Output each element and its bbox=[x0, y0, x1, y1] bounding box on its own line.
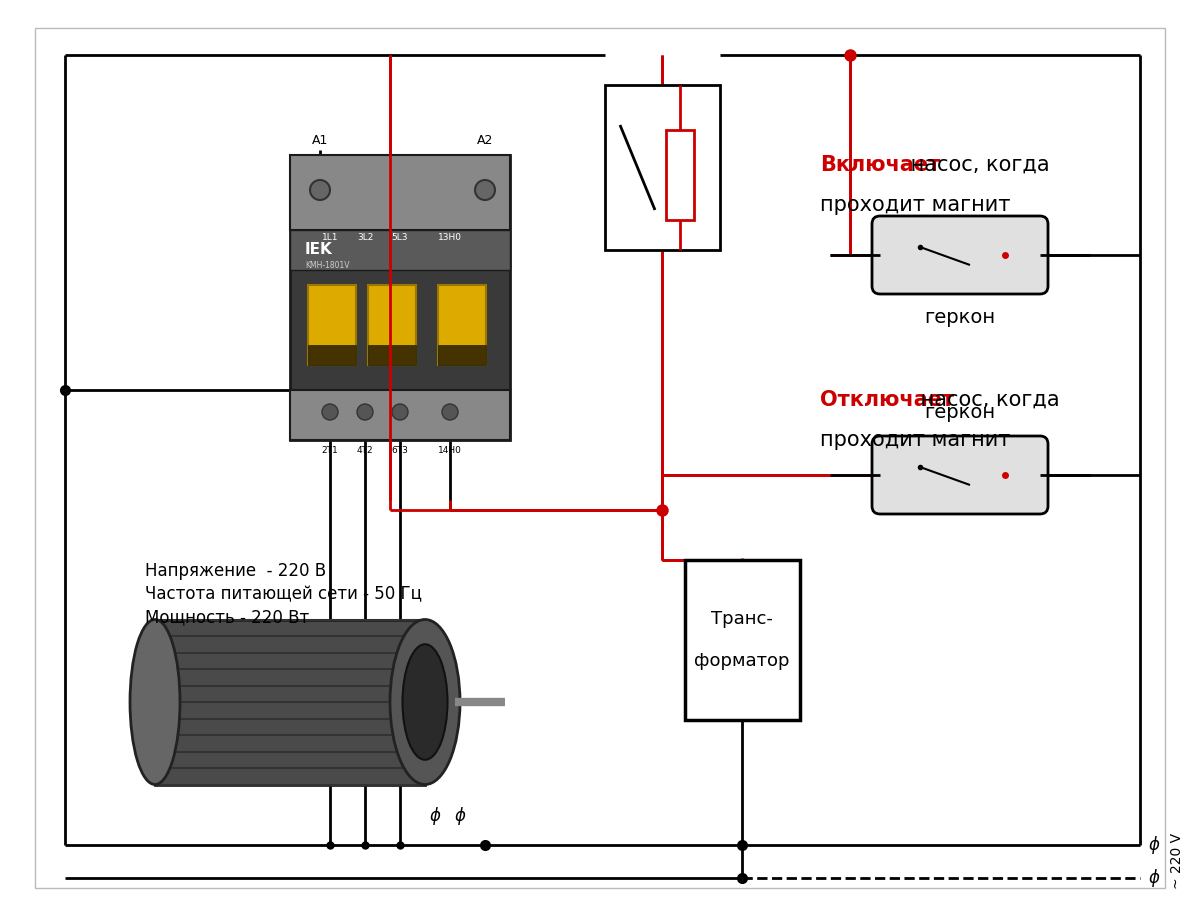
Text: KMH-1801V: KMH-1801V bbox=[305, 260, 349, 269]
FancyBboxPatch shape bbox=[872, 436, 1048, 514]
Bar bbox=[368, 285, 416, 365]
Circle shape bbox=[322, 404, 338, 420]
Text: Отключает: Отключает bbox=[820, 390, 954, 410]
Bar bbox=[290, 390, 510, 440]
Text: 4T2: 4T2 bbox=[356, 446, 373, 455]
Text: A1: A1 bbox=[312, 134, 328, 147]
Text: Транс-: Транс- bbox=[712, 610, 773, 628]
Text: ~ 220 V: ~ 220 V bbox=[1170, 833, 1184, 889]
Ellipse shape bbox=[390, 620, 460, 784]
Text: A2: A2 bbox=[476, 134, 493, 147]
Bar bbox=[290, 155, 510, 230]
Text: 14H0: 14H0 bbox=[438, 446, 462, 455]
Circle shape bbox=[358, 404, 373, 420]
Text: Напряжение  - 220 В: Напряжение - 220 В bbox=[145, 562, 326, 580]
Circle shape bbox=[392, 404, 408, 420]
Text: $\phi$: $\phi$ bbox=[1148, 867, 1160, 889]
Bar bbox=[666, 130, 694, 220]
Text: IEK: IEK bbox=[305, 243, 332, 257]
Text: 2T1: 2T1 bbox=[322, 446, 338, 455]
Text: проходит магнит: проходит магнит bbox=[820, 195, 1010, 215]
Text: 13H0: 13H0 bbox=[438, 233, 462, 242]
Text: $\phi$: $\phi$ bbox=[428, 805, 442, 827]
Text: насос, когда: насос, когда bbox=[904, 155, 1050, 175]
Ellipse shape bbox=[130, 620, 180, 784]
Text: геркон: геркон bbox=[924, 308, 996, 327]
Text: $\phi$: $\phi$ bbox=[454, 805, 467, 827]
Text: геркон: геркон bbox=[924, 403, 996, 422]
Bar bbox=[155, 620, 425, 785]
Text: Включает: Включает bbox=[820, 155, 941, 175]
Circle shape bbox=[442, 404, 458, 420]
Bar bbox=[368, 345, 416, 365]
Bar bbox=[438, 345, 486, 365]
Text: 6T3: 6T3 bbox=[391, 446, 408, 455]
Bar bbox=[438, 285, 486, 365]
Circle shape bbox=[475, 180, 496, 200]
Bar bbox=[290, 230, 510, 270]
Text: Частота питающей сети - 50 Гц: Частота питающей сети - 50 Гц bbox=[145, 585, 422, 603]
Circle shape bbox=[310, 180, 330, 200]
Bar bbox=[308, 345, 356, 365]
Bar bbox=[685, 560, 800, 720]
Text: 5L3: 5L3 bbox=[391, 233, 408, 242]
Text: форматор: форматор bbox=[695, 652, 790, 670]
Text: насос, когда: насос, когда bbox=[914, 390, 1060, 410]
Text: проходит магнит: проходит магнит bbox=[820, 430, 1010, 450]
Text: 1L1: 1L1 bbox=[322, 233, 338, 242]
Text: $\phi$: $\phi$ bbox=[1148, 834, 1160, 856]
FancyBboxPatch shape bbox=[872, 216, 1048, 294]
Bar bbox=[290, 155, 510, 440]
Ellipse shape bbox=[402, 645, 448, 760]
Text: Мощность - 220 Вт: Мощность - 220 Вт bbox=[145, 608, 310, 626]
Bar bbox=[605, 85, 720, 250]
Text: 3L2: 3L2 bbox=[356, 233, 373, 242]
Bar bbox=[308, 285, 356, 365]
